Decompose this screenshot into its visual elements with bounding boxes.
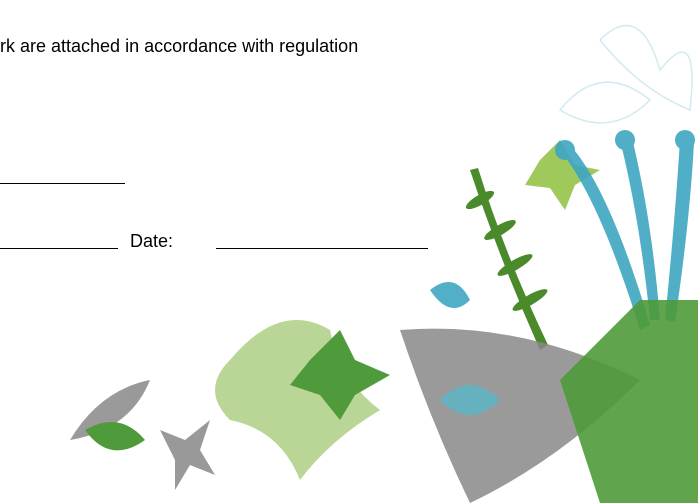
name-line [0, 248, 118, 249]
date-label: Date: [130, 231, 173, 252]
signature-line [0, 183, 125, 184]
body-text: rk are attached in accordance with regul… [0, 36, 358, 57]
page: rk are attached in accordance with regul… [0, 0, 698, 503]
date-line [216, 248, 428, 249]
botanical-decoration [0, 0, 698, 503]
